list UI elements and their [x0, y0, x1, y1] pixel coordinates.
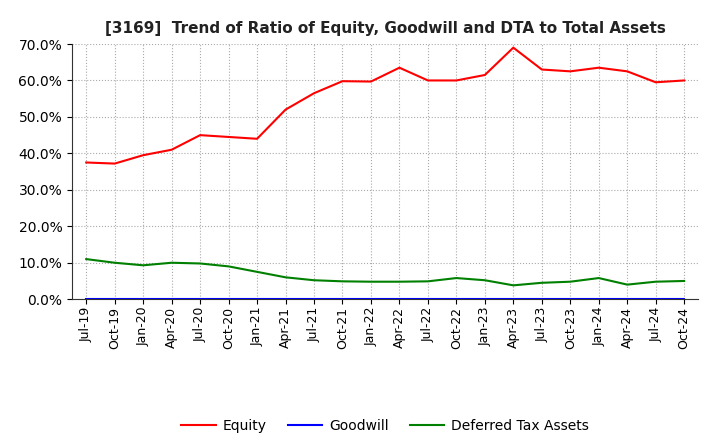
Goodwill [110, 297, 119, 302]
Equity [509, 45, 518, 50]
Goodwill [623, 297, 631, 302]
Deferred Tax Assets [366, 279, 375, 284]
Deferred Tax Assets [623, 282, 631, 287]
Equity [338, 79, 347, 84]
Goodwill [480, 297, 489, 302]
Goodwill [452, 297, 461, 302]
Equity [139, 153, 148, 158]
Equity [196, 132, 204, 138]
Line: Equity: Equity [86, 48, 684, 164]
Equity [566, 69, 575, 74]
Goodwill [167, 297, 176, 302]
Deferred Tax Assets [253, 269, 261, 275]
Deferred Tax Assets [537, 280, 546, 286]
Deferred Tax Assets [595, 275, 603, 281]
Deferred Tax Assets [509, 283, 518, 288]
Equity [225, 134, 233, 139]
Goodwill [595, 297, 603, 302]
Equity [395, 65, 404, 70]
Legend: Equity, Goodwill, Deferred Tax Assets: Equity, Goodwill, Deferred Tax Assets [176, 413, 595, 438]
Deferred Tax Assets [680, 279, 688, 284]
Goodwill [395, 297, 404, 302]
Goodwill [566, 297, 575, 302]
Deferred Tax Assets [196, 261, 204, 266]
Deferred Tax Assets [225, 264, 233, 269]
Equity [480, 72, 489, 77]
Goodwill [338, 297, 347, 302]
Deferred Tax Assets [82, 257, 91, 262]
Equity [253, 136, 261, 141]
Goodwill [196, 297, 204, 302]
Equity [595, 65, 603, 70]
Deferred Tax Assets [310, 278, 318, 283]
Equity [310, 91, 318, 96]
Deferred Tax Assets [452, 275, 461, 281]
Equity [423, 78, 432, 83]
Goodwill [652, 297, 660, 302]
Equity [537, 67, 546, 72]
Equity [452, 78, 461, 83]
Goodwill [423, 297, 432, 302]
Deferred Tax Assets [566, 279, 575, 284]
Equity [110, 161, 119, 166]
Deferred Tax Assets [167, 260, 176, 265]
Deferred Tax Assets [395, 279, 404, 284]
Equity [82, 160, 91, 165]
Deferred Tax Assets [480, 278, 489, 283]
Deferred Tax Assets [282, 275, 290, 280]
Goodwill [82, 297, 91, 302]
Equity [623, 69, 631, 74]
Goodwill [253, 297, 261, 302]
Line: Deferred Tax Assets: Deferred Tax Assets [86, 259, 684, 286]
Goodwill [310, 297, 318, 302]
Equity [680, 78, 688, 83]
Goodwill [509, 297, 518, 302]
Goodwill [282, 297, 290, 302]
Equity [167, 147, 176, 152]
Goodwill [680, 297, 688, 302]
Equity [652, 80, 660, 85]
Deferred Tax Assets [652, 279, 660, 284]
Deferred Tax Assets [110, 260, 119, 265]
Deferred Tax Assets [338, 279, 347, 284]
Deferred Tax Assets [139, 263, 148, 268]
Goodwill [139, 297, 148, 302]
Deferred Tax Assets [423, 279, 432, 284]
Equity [282, 107, 290, 112]
Title: [3169]  Trend of Ratio of Equity, Goodwill and DTA to Total Assets: [3169] Trend of Ratio of Equity, Goodwil… [105, 21, 665, 36]
Goodwill [225, 297, 233, 302]
Equity [366, 79, 375, 84]
Goodwill [537, 297, 546, 302]
Goodwill [366, 297, 375, 302]
